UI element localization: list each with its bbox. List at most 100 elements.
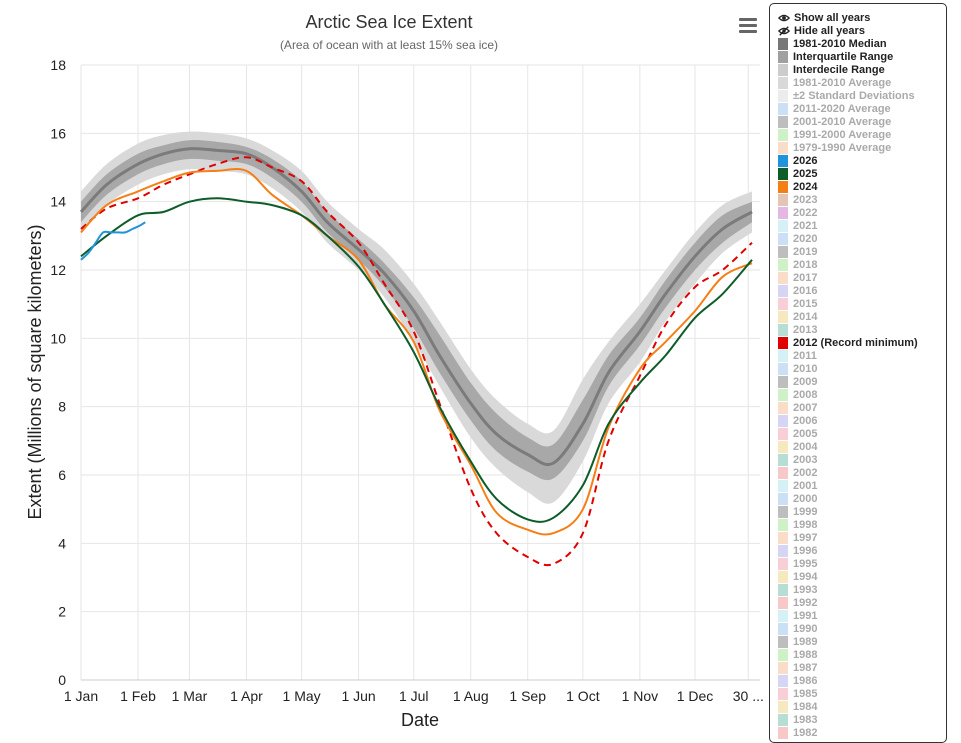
legend-swatch — [778, 388, 788, 401]
legend-item[interactable]: ±2 Standard Deviations — [778, 89, 946, 102]
legend-swatch — [778, 648, 788, 661]
x-axis-title: Date — [401, 710, 439, 729]
menu-bar — [739, 18, 757, 21]
legend-item[interactable]: 2010 — [778, 362, 946, 375]
legend-item[interactable]: 1982 — [778, 726, 946, 739]
legend-label: 2000 — [793, 492, 818, 505]
legend-item[interactable]: 1999 — [778, 505, 946, 518]
y-tick-label: 18 — [50, 57, 66, 73]
legend-panel[interactable]: Show all years Hide all years 1981-2010 … — [769, 3, 947, 743]
legend-item[interactable]: 2026 — [778, 154, 946, 167]
legend-item[interactable]: 2023 — [778, 193, 946, 206]
interquartile-range-band — [81, 140, 752, 481]
legend-item[interactable]: 1991-2000 Average — [778, 128, 946, 141]
series-line-2025 — [80, 197, 753, 523]
hide-all-years-button[interactable]: Hide all years — [778, 24, 946, 37]
legend-item[interactable]: 1985 — [778, 687, 946, 700]
x-tick-label: 1 Aug — [453, 688, 489, 704]
y-tick-label: 4 — [58, 535, 66, 551]
legend-label: 2010 — [793, 362, 818, 375]
legend-label: 1986 — [793, 674, 818, 687]
legend-item[interactable]: 2016 — [778, 284, 946, 297]
legend-label: 1981-2010 Average — [793, 76, 892, 89]
legend-label: 2016 — [793, 284, 818, 297]
legend-item[interactable]: 1979-1990 Average — [778, 141, 946, 154]
legend-swatch — [778, 258, 788, 271]
legend-item[interactable]: 1993 — [778, 583, 946, 596]
legend-item[interactable]: 2011 — [778, 349, 946, 362]
legend-swatch — [778, 674, 788, 687]
legend-item[interactable]: 2003 — [778, 453, 946, 466]
legend-item[interactable]: 2006 — [778, 414, 946, 427]
legend-label: 1981-2010 Median — [793, 37, 887, 50]
legend-label: ±2 Standard Deviations — [793, 89, 915, 102]
series-line-2026 — [80, 221, 146, 261]
legend-item[interactable]: 2008 — [778, 388, 946, 401]
y-tick-label: 12 — [50, 262, 66, 278]
legend-item[interactable]: 1996 — [778, 544, 946, 557]
legend-label: 1979-1990 Average — [793, 141, 892, 154]
legend-item[interactable]: 2020 — [778, 232, 946, 245]
legend-item[interactable]: 2018 — [778, 258, 946, 271]
legend-item[interactable]: 1990 — [778, 622, 946, 635]
legend-item[interactable]: 1992 — [778, 596, 946, 609]
legend-label: 2001 — [793, 479, 818, 492]
legend-label: 2017 — [793, 271, 818, 284]
legend-item[interactable]: 1997 — [778, 531, 946, 544]
legend-item[interactable]: 2000 — [778, 492, 946, 505]
legend-swatch — [778, 271, 788, 284]
legend-item[interactable]: 1986 — [778, 674, 946, 687]
legend-item[interactable]: 2012 (Record minimum) — [778, 336, 946, 349]
legend-swatch — [778, 518, 788, 531]
legend-item[interactable]: 1991 — [778, 609, 946, 622]
legend-swatch — [778, 531, 788, 544]
legend-item[interactable]: 2001-2010 Average — [778, 115, 946, 128]
legend-item[interactable]: 2019 — [778, 245, 946, 258]
legend-item[interactable]: 2024 — [778, 180, 946, 193]
legend-item[interactable]: 2001 — [778, 479, 946, 492]
legend-item[interactable]: Interquartile Range — [778, 50, 946, 63]
legend-item[interactable]: 2015 — [778, 297, 946, 310]
legend-label: 1998 — [793, 518, 818, 531]
legend-item[interactable]: Interdecile Range — [778, 63, 946, 76]
legend-label: 1983 — [793, 713, 818, 726]
legend-item[interactable]: 2011-2020 Average — [778, 102, 946, 115]
legend-item[interactable]: 2009 — [778, 375, 946, 388]
legend-swatch — [778, 453, 788, 466]
legend-item[interactable]: 2025 — [778, 167, 946, 180]
chart-menu-button[interactable] — [737, 15, 759, 37]
legend-item-list: 1981-2010 Median Interquartile Range Inter… — [778, 37, 946, 739]
legend-item[interactable]: 2002 — [778, 466, 946, 479]
x-tick-label: 1 Apr — [230, 688, 263, 704]
x-tick-label: 1 Jun — [341, 688, 375, 704]
legend-item[interactable]: 1995 — [778, 557, 946, 570]
legend-item[interactable]: 2013 — [778, 323, 946, 336]
legend-label: Interquartile Range — [793, 50, 894, 63]
legend-label: 2002 — [793, 466, 818, 479]
legend-item[interactable]: 1981-2010 Median — [778, 37, 946, 50]
legend-item[interactable]: 2021 — [778, 219, 946, 232]
legend-item[interactable]: 2022 — [778, 206, 946, 219]
y-tick-label: 2 — [58, 604, 66, 620]
x-tick-label: 1 Dec — [677, 688, 714, 704]
legend-item[interactable]: 1989 — [778, 635, 946, 648]
legend-item[interactable]: 1987 — [778, 661, 946, 674]
legend-item[interactable]: 1983 — [778, 713, 946, 726]
legend-item[interactable]: 2014 — [778, 310, 946, 323]
legend-item[interactable]: 1981-2010 Average — [778, 76, 946, 89]
legend-item[interactable]: 1994 — [778, 570, 946, 583]
show-all-years-button[interactable]: Show all years — [778, 11, 946, 24]
legend-item[interactable]: 2017 — [778, 271, 946, 284]
legend-item[interactable]: 1998 — [778, 518, 946, 531]
legend-item[interactable]: 2005 — [778, 427, 946, 440]
legend-label: 2011 — [793, 349, 817, 362]
legend-label: 2009 — [793, 375, 818, 388]
legend-swatch — [778, 726, 788, 739]
legend-item[interactable]: 2004 — [778, 440, 946, 453]
legend-item[interactable]: 1988 — [778, 648, 946, 661]
legend-label: 2015 — [793, 297, 818, 310]
legend-swatch — [778, 609, 788, 622]
legend-item[interactable]: 1984 — [778, 700, 946, 713]
legend-swatch — [778, 297, 788, 310]
legend-item[interactable]: 2007 — [778, 401, 946, 414]
